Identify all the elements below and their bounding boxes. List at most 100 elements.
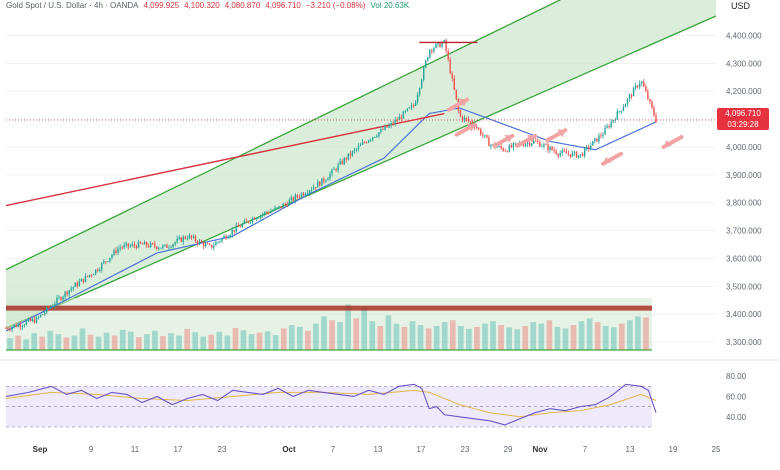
volume-bar [95,336,102,350]
rsi-line [5,383,657,426]
candle-body [174,242,176,245]
close-value: 4,096.710 [265,1,301,10]
candle-body [545,144,547,146]
candle-body [345,158,347,160]
candle-body [129,245,132,247]
candle-body [455,89,458,100]
volume-bar [602,326,609,350]
red-trendline [5,112,445,207]
candle-body [292,197,295,201]
volume-bar [449,320,456,350]
candle-body [76,282,79,287]
price-tick-label: 4,200.000 [726,87,762,96]
low-value: 4,080.870 [224,1,261,10]
candle-body [630,94,633,97]
candle-body [172,244,174,248]
candle-body [127,243,129,247]
volume-bar [385,315,392,350]
candle-body [598,135,600,142]
rsi-ma-line [5,389,657,418]
candle-body [82,278,85,282]
candle-body [64,291,66,297]
candle-body [266,212,268,213]
candle-body [376,136,378,137]
candle-body [137,241,140,248]
candle-body [335,168,337,171]
candle-body [596,138,598,142]
time-tick-label: 7 [583,445,588,454]
candle-body [202,242,205,247]
candle-body [274,207,276,211]
time-axis[interactable]: Sep 9 11 17 23 Oct 7 13 17 23 29 Nov 7 13 19 25 [33,445,721,454]
candle-body [103,261,105,264]
candle-body [378,132,380,137]
candle-body [111,254,113,258]
volume-bar [466,328,472,350]
candle-body [486,135,488,138]
time-tick-label: 11 [131,445,140,454]
candle-body [390,123,392,126]
candle-body [280,206,282,208]
candle-body [66,291,68,295]
candle-body [321,178,323,186]
support-line [6,305,652,311]
price-tick-label: 3,500.000 [726,282,762,291]
candle-body [139,241,142,244]
candle-body [506,151,508,152]
candle-body [547,144,549,151]
time-tick-label: 9 [89,445,94,454]
candle-body [176,238,178,243]
volume-bar [498,325,504,350]
price-tick-label: 3,600.000 [726,254,762,263]
volume-bar [627,320,633,350]
candle-body [96,269,99,272]
candle-body [221,238,223,242]
ohlc-legend: Gold Spot / U.S. Dollar · 4h · OANDA 4,0… [6,0,409,12]
volume-bar [168,333,174,350]
volume-bar [361,307,368,350]
volume-bar [353,318,359,350]
candle-body [651,101,653,108]
candle-body [35,317,38,323]
candle-body [46,307,48,313]
volume-bar [55,334,62,350]
volume-bar [313,323,319,350]
candle-body [353,149,356,152]
volume-bar [87,334,94,350]
candle-body [131,244,134,246]
candle-body [406,108,409,111]
candle-body [282,203,284,208]
candle-body [294,195,297,201]
candle-body [586,146,588,149]
price-tick-label: 3,700.000 [726,227,762,236]
time-tick-label: 25 [712,445,721,454]
candle-body [610,121,612,128]
candle-body [241,223,244,228]
volume-bar [224,335,231,350]
candle-body [349,153,352,156]
candle-body [56,297,58,304]
candle-body [247,221,250,223]
candle-body [44,312,46,315]
candle-body [288,200,290,206]
candle-body [219,241,221,242]
candle-body [78,281,81,287]
price-axis[interactable]: 3,300.000 3,400.000 3,500.000 3,600.000 3,70… [726,32,762,422]
volume-bar [200,336,207,350]
time-tick-label: 7 [331,445,336,454]
candle-body [575,151,578,158]
candle-body [196,241,199,244]
candle-body [310,189,313,191]
candle-body [255,218,258,220]
volume-bar [297,326,303,350]
candle-body [325,180,327,182]
candle-body [237,225,239,227]
candle-body [15,324,17,327]
rsi-tick-label: 40.00 [726,413,747,422]
candle-body [251,218,254,223]
candle-body [5,328,7,329]
candle-body [602,134,604,137]
candle-body [149,243,152,247]
